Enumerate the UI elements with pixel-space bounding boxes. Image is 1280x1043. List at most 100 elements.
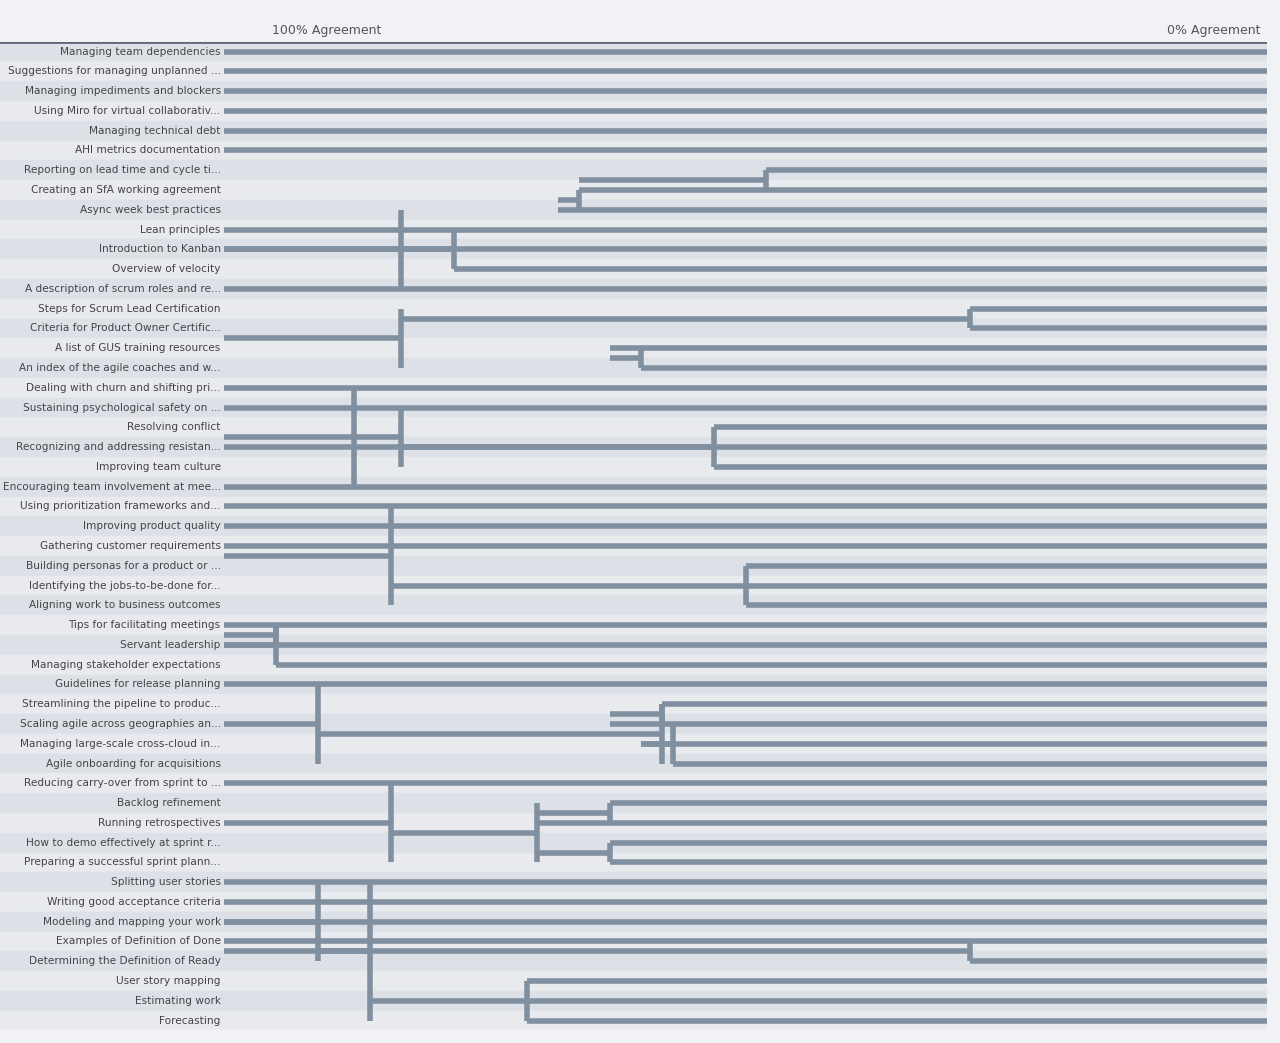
Bar [224,1011,1267,1030]
Bar [224,220,1267,240]
Text: AHI metrics documentation: AHI metrics documentation [76,145,220,155]
Bar [0,774,224,793]
Text: Dealing with churn and shifting pri...: Dealing with churn and shifting pri... [27,383,220,393]
Bar [224,378,1267,397]
Bar [0,734,224,754]
Bar [0,852,224,872]
Text: A description of scrum roles and re...: A description of scrum roles and re... [24,284,220,294]
Bar [0,477,224,496]
Bar [224,714,1267,734]
Bar [0,457,224,477]
Bar [0,615,224,635]
Bar [0,437,224,457]
Bar [0,81,224,101]
Text: 0% Agreement: 0% Agreement [1167,24,1261,37]
Bar [224,318,1267,338]
Bar [224,852,1267,872]
Bar [0,338,224,358]
Text: Reducing carry-over from sprint to ...: Reducing carry-over from sprint to ... [23,778,220,789]
Bar [224,496,1267,516]
Bar [0,101,224,121]
Bar [224,536,1267,556]
Bar [0,892,224,912]
Bar [0,655,224,675]
Bar [224,81,1267,101]
Bar [0,536,224,556]
Bar [0,397,224,417]
Bar [0,695,224,714]
Text: Managing technical debt: Managing technical debt [90,126,220,136]
Bar [0,832,224,852]
Text: Managing large-scale cross-cloud in...: Managing large-scale cross-cloud in... [20,738,220,749]
Bar [0,280,224,298]
Bar [224,260,1267,280]
Bar [224,635,1267,655]
Text: Servant leadership: Servant leadership [120,639,220,650]
Text: Managing team dependencies: Managing team dependencies [60,47,220,56]
Bar [224,180,1267,200]
Text: Reporting on lead time and cycle ti...: Reporting on lead time and cycle ti... [23,165,220,175]
Bar [0,556,224,576]
Bar [0,358,224,378]
Text: Improving product quality: Improving product quality [83,522,220,531]
Bar [0,1011,224,1030]
Bar [224,141,1267,161]
Bar [0,812,224,832]
Bar [0,793,224,812]
Text: Aligning work to business outcomes: Aligning work to business outcomes [29,601,220,610]
Bar [224,338,1267,358]
Text: Suggestions for managing unplanned ...: Suggestions for managing unplanned ... [8,67,220,76]
Bar [224,991,1267,1011]
Bar [224,280,1267,298]
Text: Improving team culture: Improving team culture [96,462,220,471]
Bar [0,971,224,991]
Text: Encouraging team involvement at mee...: Encouraging team involvement at mee... [3,482,220,491]
Text: Building personas for a product or ...: Building personas for a product or ... [26,561,220,571]
Text: Using Miro for virtual collaborativ...: Using Miro for virtual collaborativ... [35,106,220,116]
Text: Examples of Definition of Done: Examples of Definition of Done [55,937,220,946]
Bar [0,496,224,516]
Text: Criteria for Product Owner Certific...: Criteria for Product Owner Certific... [29,323,220,334]
Bar [0,714,224,734]
Bar [224,655,1267,675]
Bar [0,220,224,240]
Bar [0,260,224,280]
Bar [224,675,1267,695]
Bar [224,596,1267,615]
Text: Resolving conflict: Resolving conflict [127,422,220,433]
Bar [0,931,224,951]
Bar [0,240,224,260]
Bar [224,62,1267,81]
Bar [224,397,1267,417]
Bar [224,615,1267,635]
Bar [224,298,1267,318]
Bar [224,695,1267,714]
Text: Async week best practices: Async week best practices [79,204,220,215]
Bar [0,62,224,81]
Bar [224,951,1267,971]
Bar [0,161,224,180]
Text: How to demo effectively at sprint r...: How to demo effectively at sprint r... [26,838,220,848]
Bar [224,358,1267,378]
Text: Streamlining the pipeline to produc...: Streamlining the pipeline to produc... [22,699,220,709]
Bar [0,42,224,62]
Text: Tips for facilitating meetings: Tips for facilitating meetings [69,621,220,630]
Bar [224,872,1267,892]
Text: Introduction to Kanban: Introduction to Kanban [99,244,220,254]
Bar [0,991,224,1011]
Text: User story mapping: User story mapping [116,976,220,986]
Text: Agile onboarding for acquisitions: Agile onboarding for acquisitions [46,758,220,769]
Bar [0,298,224,318]
Bar [0,200,224,220]
Text: Lean principles: Lean principles [141,224,220,235]
Bar [0,635,224,655]
Text: Running retrospectives: Running retrospectives [99,818,220,828]
Text: Determining the Definition of Ready: Determining the Definition of Ready [28,956,220,966]
Bar [224,101,1267,121]
Text: Creating an SfA working agreement: Creating an SfA working agreement [31,185,220,195]
Bar [0,951,224,971]
Bar [224,971,1267,991]
Bar [224,931,1267,951]
Bar [224,912,1267,931]
Text: 100% Agreement: 100% Agreement [271,24,381,37]
